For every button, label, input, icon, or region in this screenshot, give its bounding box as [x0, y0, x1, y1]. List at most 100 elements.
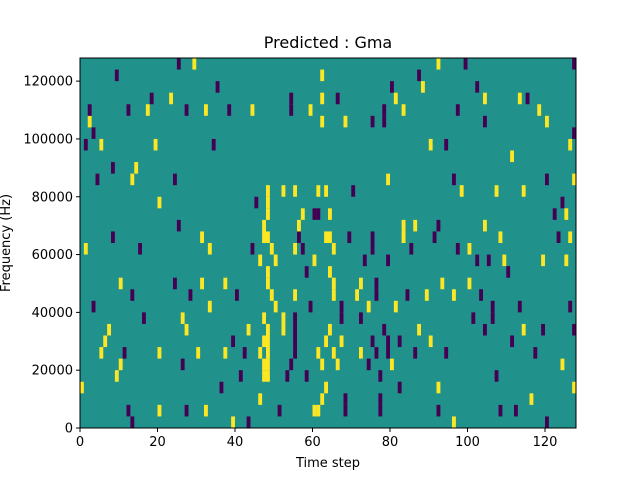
heatmap-cell [118, 358, 123, 371]
heatmap-cell [262, 231, 266, 243]
heatmap-cell [560, 358, 565, 371]
heatmap-cell [312, 254, 317, 267]
heatmap-cell [157, 196, 162, 209]
heatmap-cell [366, 358, 371, 371]
heatmap-cell [304, 370, 309, 382]
heatmap-cell [293, 323, 297, 336]
heatmap-cell [541, 323, 545, 336]
heatmap-cell [335, 358, 340, 371]
heatmap-cell [250, 243, 255, 255]
heatmap-cell [564, 208, 569, 220]
heatmap-cell [572, 173, 576, 186]
heatmap-cell [200, 231, 204, 243]
heatmap-cell [494, 185, 499, 197]
heatmap-cell [541, 254, 545, 267]
heatmap-cell [266, 231, 270, 243]
heatmap-cell [211, 138, 216, 151]
heatmap-cell [269, 289, 274, 301]
heatmap-cell [262, 358, 266, 371]
heatmap-cell [502, 254, 507, 267]
heatmap-cell [266, 323, 270, 336]
heatmap-cell [568, 300, 573, 313]
heatmap-cell [269, 243, 274, 255]
heatmap-cell [258, 254, 263, 267]
y-tick-label: 80000 [32, 190, 73, 205]
heatmap-cell [339, 335, 344, 348]
heatmap-cell [266, 185, 270, 197]
heatmap-cell [455, 243, 460, 255]
heatmap-cell [572, 381, 576, 394]
heatmap-cell [91, 127, 96, 139]
heatmap-cell [281, 312, 286, 324]
heatmap-cell [374, 277, 379, 290]
heatmap-cell [316, 347, 321, 359]
heatmap-cell [107, 323, 111, 336]
plot-area [79, 57, 577, 429]
heatmap-cell [266, 208, 270, 220]
heatmap-cell [452, 173, 456, 186]
heatmap-cell [320, 115, 325, 128]
heatmap-cell [525, 92, 530, 105]
heatmap-cell [80, 381, 84, 394]
heatmap-cell [432, 231, 437, 243]
heatmap-cell [347, 231, 352, 243]
heatmap-cell [324, 335, 328, 348]
heatmap-cell [103, 335, 108, 348]
heatmap-cell [467, 243, 472, 255]
heatmap-cell [506, 266, 511, 278]
heatmap-cell [320, 358, 325, 371]
heatmap-cell [552, 208, 557, 220]
heatmap-cell [537, 104, 542, 116]
heatmap-cell [413, 347, 418, 359]
heatmap-cell [281, 185, 286, 197]
heatmap-cell [359, 277, 363, 290]
heatmap-cell [258, 393, 263, 405]
heatmap-cell [149, 92, 154, 105]
heatmap-cell [184, 323, 189, 336]
heatmap-cell [556, 231, 561, 243]
heatmap-cell [382, 115, 387, 128]
heatmap-cell [118, 277, 123, 290]
heatmap-cell [486, 254, 491, 267]
heatmap-cell [312, 404, 317, 417]
heatmap-cell [359, 347, 363, 359]
heatmap-cell [386, 347, 390, 359]
heatmap-cell [324, 381, 328, 394]
y-tick-label: 100000 [23, 132, 73, 147]
heatmap-cell [207, 243, 212, 255]
heatmap-cell [114, 370, 119, 382]
heatmap-cell [235, 289, 239, 301]
heatmap-cell [386, 335, 390, 348]
heatmap-cell [331, 347, 336, 359]
heatmap-cell [374, 347, 379, 359]
heatmap-cell [328, 231, 332, 243]
y-tick-label: 0 [65, 422, 73, 437]
x-tick-label: 60 [304, 435, 321, 450]
heatmap-cell [390, 358, 394, 371]
heatmap-cell [297, 219, 301, 232]
heatmap-cell [324, 231, 328, 243]
heatmap-cell [126, 104, 131, 116]
heatmap-cell [397, 381, 402, 394]
heatmap-cell [355, 289, 359, 301]
heatmap-cell [254, 196, 259, 209]
heatmap-cell [293, 289, 297, 301]
heatmap-cell [421, 81, 425, 93]
heatmap-cell [204, 104, 208, 116]
heatmap-cell [223, 277, 228, 290]
heatmap-cell [246, 416, 251, 428]
heatmap-cell [130, 416, 135, 428]
heatmap-cell [285, 370, 290, 382]
heatmap-cell [122, 347, 127, 359]
heatmap-cell [572, 323, 576, 336]
heatmap-cell [293, 335, 297, 348]
heatmap-cell [382, 104, 387, 116]
heatmap-cell [417, 69, 421, 82]
heatmap-cell [126, 404, 131, 417]
heatmap-cell [393, 300, 398, 313]
heatmap-cell [246, 323, 251, 336]
heatmap-cell [463, 58, 468, 70]
heatmap-cell [258, 347, 263, 359]
x-tick-label: 40 [227, 435, 244, 450]
